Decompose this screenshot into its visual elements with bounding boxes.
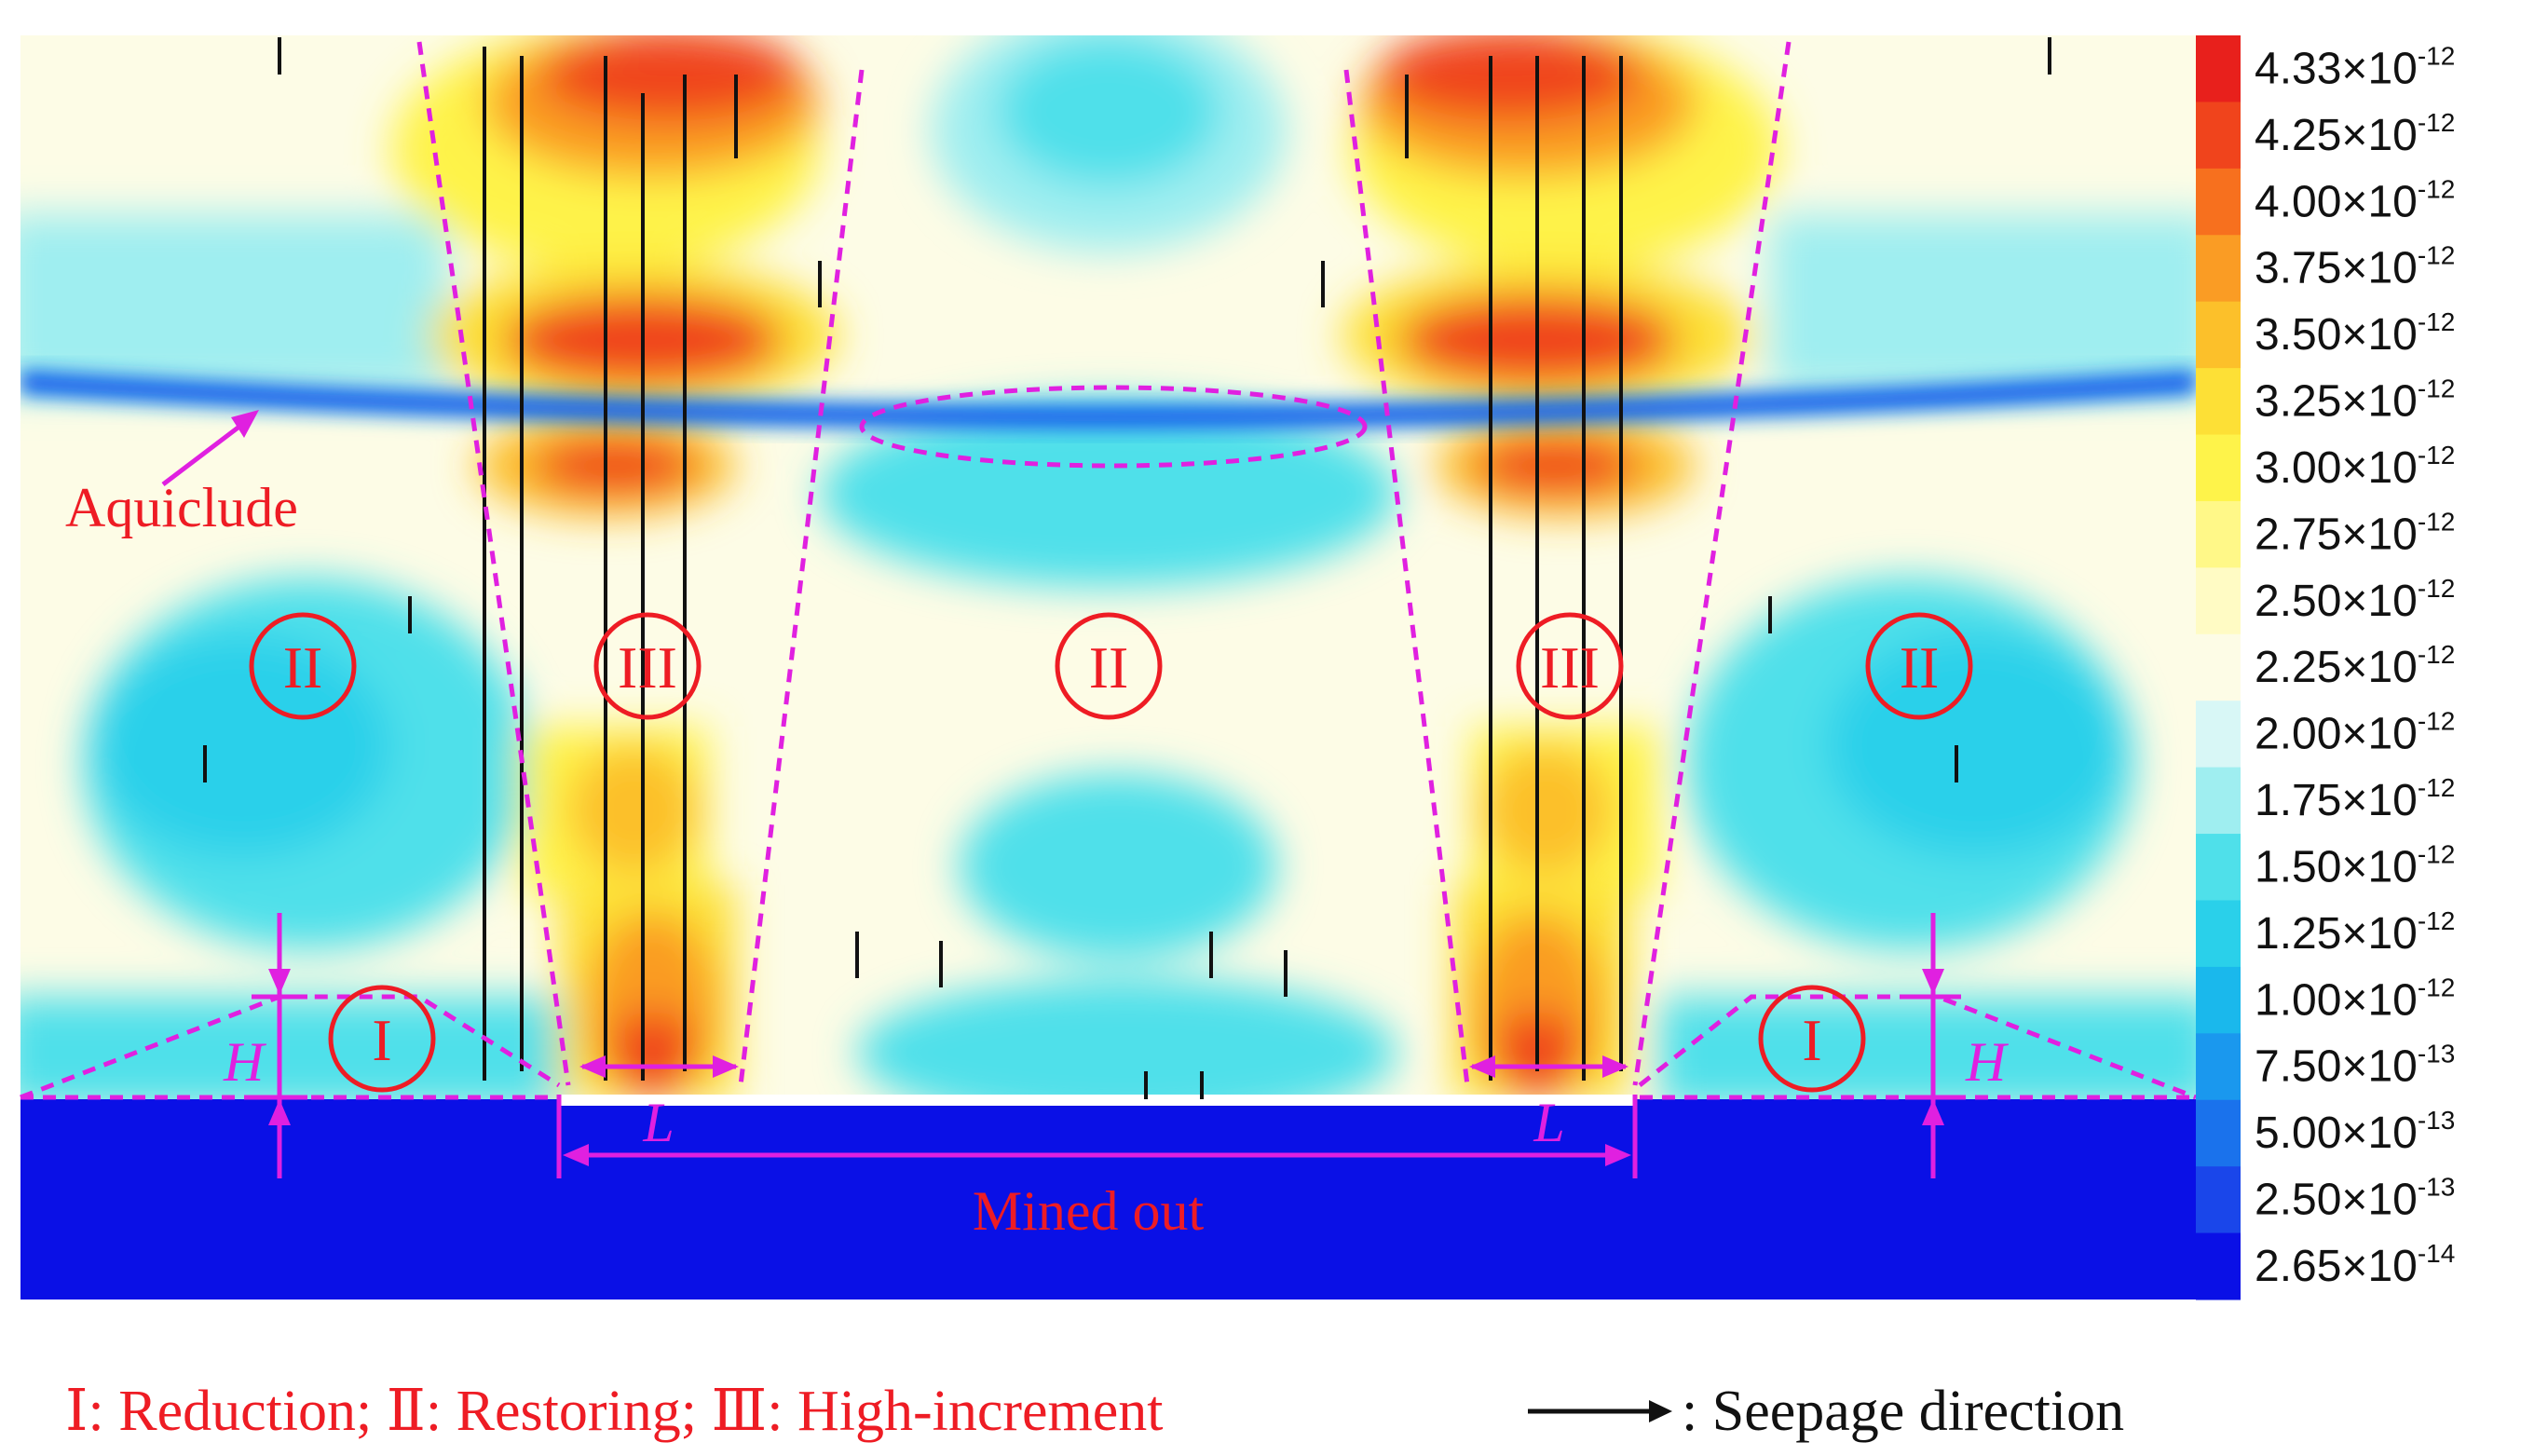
legend-swatch — [2196, 1033, 2241, 1101]
legend-label-mantissa: 2.75×10 — [2255, 510, 2418, 559]
legend-label-exponent: -12 — [2418, 973, 2455, 1001]
legend-label-mantissa: 7.50×10 — [2255, 1042, 2418, 1092]
legend-swatch — [2196, 434, 2241, 502]
zone-caption: Ⅰ: Reduction; Ⅱ: Restoring; Ⅲ: High-incr… — [65, 1380, 1164, 1443]
legend-label-exponent: -12 — [2418, 441, 2455, 469]
legend-label-exponent: -12 — [2418, 108, 2455, 137]
legend-swatch — [2196, 567, 2241, 635]
legend-label-mantissa: 2.25×10 — [2255, 643, 2418, 692]
zone-label-II-center: II — [1089, 634, 1129, 701]
legend-label: 3.00×10-12 — [2255, 441, 2455, 493]
zone-label-III-left: III — [618, 634, 677, 701]
legend-label-exponent: -12 — [2418, 773, 2455, 802]
legend-label-mantissa: 4.25×10 — [2255, 111, 2418, 160]
legend-swatch — [2196, 900, 2241, 968]
legend-swatch — [2196, 1099, 2241, 1167]
height-label-right: H — [1965, 1031, 2010, 1093]
color-legend: 4.33×10-124.25×10-124.00×10-123.75×10-12… — [2196, 35, 2455, 1300]
legend-label-mantissa: 5.00×10 — [2255, 1109, 2418, 1158]
legend-swatch — [2196, 500, 2241, 568]
legend-swatch — [2196, 168, 2241, 236]
legend-label: 4.00×10-12 — [2255, 174, 2455, 226]
legend-label: 1.00×10-12 — [2255, 973, 2455, 1025]
legend-label-mantissa: 3.75×10 — [2255, 244, 2418, 293]
legend-label-mantissa: 3.50×10 — [2255, 310, 2418, 360]
legend-label-mantissa: 4.33×10 — [2255, 44, 2418, 93]
length-label-right: L — [1533, 1092, 1564, 1153]
seepage-caption: : Seepage direction — [1682, 1380, 2124, 1443]
legend-label-exponent: -12 — [2418, 174, 2455, 203]
legend-label-exponent: -13 — [2418, 1106, 2455, 1135]
legend-label-exponent: -12 — [2418, 241, 2455, 270]
legend-swatch — [2196, 633, 2241, 701]
legend-label: 2.50×10-12 — [2255, 574, 2455, 626]
legend-label-exponent: -13 — [2418, 1173, 2455, 1202]
height-label-left: H — [223, 1031, 267, 1093]
legend-label-exponent: -12 — [2418, 307, 2455, 336]
legend-label: 2.50×10-13 — [2255, 1173, 2455, 1225]
legend-swatch — [2196, 701, 2241, 769]
legend-swatch — [2196, 1232, 2241, 1300]
legend-label-exponent: -12 — [2418, 707, 2455, 736]
legend-label-mantissa: 3.25×10 — [2255, 377, 2418, 427]
legend-label-mantissa: 2.00×10 — [2255, 710, 2418, 759]
legend-label-exponent: -12 — [2418, 507, 2455, 536]
length-label-left: L — [642, 1092, 674, 1153]
zone-label-II-left: II — [283, 634, 323, 701]
legend-label: 3.75×10-12 — [2255, 241, 2455, 293]
legend-label: 3.50×10-12 — [2255, 307, 2455, 360]
seepage-arrow-icon — [1528, 1400, 1672, 1422]
legend-label: 3.25×10-12 — [2255, 374, 2455, 427]
legend-label: 1.50×10-12 — [2255, 839, 2455, 891]
legend-swatch — [2196, 35, 2241, 102]
zone-label-III-right: III — [1540, 634, 1600, 701]
legend-swatch — [2196, 767, 2241, 835]
legend-label: 5.00×10-13 — [2255, 1106, 2455, 1158]
aquiclude-label: Aquiclude — [65, 477, 298, 538]
legend-label-mantissa: 1.75×10 — [2255, 776, 2418, 825]
legend-swatch — [2196, 102, 2241, 170]
legend-label-exponent: -13 — [2418, 1040, 2455, 1068]
mined-out-label: Mined out — [973, 1180, 1205, 1242]
legend-swatch — [2196, 1166, 2241, 1234]
legend-label: 2.75×10-12 — [2255, 507, 2455, 559]
legend-label-mantissa: 2.50×10 — [2255, 1176, 2418, 1225]
legend-label-exponent: -12 — [2418, 41, 2455, 70]
legend-label: 1.25×10-12 — [2255, 906, 2455, 959]
legend-label-mantissa: 2.65×10 — [2255, 1242, 2418, 1291]
zone-label-II-right: II — [1900, 634, 1940, 701]
legend-label-mantissa: 2.50×10 — [2255, 577, 2418, 626]
legend-label-exponent: -12 — [2418, 906, 2455, 935]
legend-label-mantissa: 3.00×10 — [2255, 443, 2418, 493]
legend-label: 4.25×10-12 — [2255, 108, 2455, 160]
legend-label-mantissa: 4.00×10 — [2255, 177, 2418, 226]
legend-swatch — [2196, 301, 2241, 369]
legend-swatch — [2196, 834, 2241, 901]
legend-label: 2.65×10-14 — [2255, 1239, 2455, 1291]
legend-swatch — [2196, 368, 2241, 436]
legend-label: 1.75×10-12 — [2255, 773, 2455, 825]
legend-label: 4.33×10-12 — [2255, 41, 2455, 93]
legend-label-mantissa: 1.50×10 — [2255, 842, 2418, 891]
zone-label-I-right: I — [1802, 1007, 1821, 1073]
legend-label-exponent: -12 — [2418, 839, 2455, 868]
legend-label-mantissa: 1.00×10 — [2255, 975, 2418, 1025]
legend-label-exponent: -12 — [2418, 640, 2455, 669]
legend-swatch — [2196, 966, 2241, 1034]
legend-label: 2.25×10-12 — [2255, 640, 2455, 692]
legend-label: 7.50×10-13 — [2255, 1040, 2455, 1092]
zone-label-I-left: I — [372, 1007, 391, 1073]
legend-swatch — [2196, 235, 2241, 303]
legend-label: 2.00×10-12 — [2255, 707, 2455, 759]
legend-label-exponent: -12 — [2418, 574, 2455, 603]
legend-label-mantissa: 1.25×10 — [2255, 909, 2418, 959]
legend-label-exponent: -14 — [2418, 1239, 2455, 1268]
legend-label-exponent: -12 — [2418, 374, 2455, 403]
